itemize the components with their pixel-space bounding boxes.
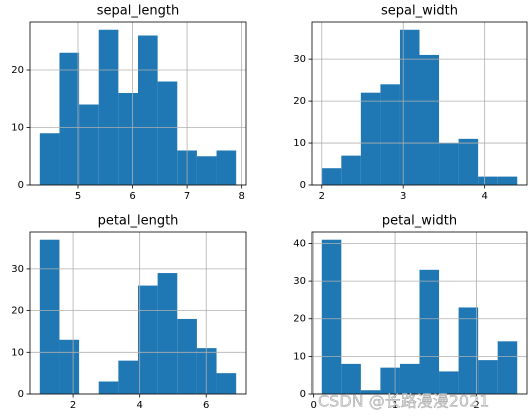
bar: [439, 371, 459, 394]
bar: [196, 348, 217, 394]
x-tick-label: 6: [129, 191, 135, 202]
bar: [458, 138, 479, 185]
bar: [478, 360, 498, 394]
bar: [216, 150, 237, 185]
axes-frame: [29, 231, 247, 395]
bar: [98, 29, 119, 186]
bar: [497, 176, 518, 185]
bar: [419, 54, 440, 185]
bar: [360, 390, 381, 394]
x-tick-label: 2: [473, 400, 479, 411]
bar: [118, 93, 138, 185]
x-tick-label: 2: [70, 400, 76, 411]
y-tick-label: 30: [293, 276, 306, 287]
axes-frame: [311, 231, 528, 395]
bar: [497, 341, 518, 394]
y-tick-label: 10: [293, 351, 306, 362]
bar: [59, 339, 80, 394]
axes-frame: [311, 21, 528, 186]
x-tick-label: 7: [184, 191, 190, 202]
bar: [439, 143, 459, 185]
bar: [321, 239, 342, 394]
x-tick-label: 1: [392, 400, 398, 411]
axes-frame: [29, 21, 247, 186]
bar: [380, 367, 400, 394]
bar: [59, 52, 80, 186]
y-tick-label: 30: [293, 54, 306, 65]
bar: [341, 363, 361, 394]
bar: [138, 35, 158, 186]
y-tick-label: 10: [11, 347, 24, 358]
bar: [399, 363, 420, 394]
y-tick-label: 30: [11, 264, 24, 275]
bar: [98, 381, 119, 394]
y-tick-label: 40: [293, 238, 306, 249]
bar: [177, 318, 197, 394]
x-tick-label: 8: [238, 191, 244, 202]
x-tick-label: 5: [75, 191, 81, 202]
bar: [118, 360, 138, 394]
bar: [341, 155, 361, 185]
bar: [196, 156, 217, 185]
y-tick-label: 0: [18, 389, 24, 400]
y-tick-label: 10: [293, 138, 306, 149]
y-tick-label: 20: [11, 306, 24, 317]
y-tick-label: 20: [293, 314, 306, 325]
bar: [321, 168, 342, 185]
bar: [360, 92, 381, 185]
x-tick-label: 6: [203, 400, 209, 411]
x-tick-label: 4: [481, 191, 487, 202]
watermark: CSDN @长路漫漫2021: [318, 392, 489, 411]
bar: [138, 285, 158, 394]
y-tick-label: 0: [300, 389, 306, 400]
subplot-title: sepal_length: [97, 4, 180, 19]
subplot-title: sepal_width: [381, 4, 458, 19]
x-tick-label: 3: [400, 191, 406, 202]
bar: [419, 269, 440, 394]
bar: [39, 133, 60, 185]
bar: [216, 373, 237, 394]
bar: [39, 239, 60, 394]
bar: [458, 307, 479, 394]
bar: [399, 29, 420, 186]
bar: [79, 104, 99, 185]
bar: [157, 81, 178, 185]
subplot-title: petal_length: [98, 214, 179, 229]
x-tick-label: 0: [310, 400, 316, 411]
x-tick-label: 4: [136, 400, 142, 411]
x-tick-label: 2: [319, 191, 325, 202]
y-tick-label: 20: [293, 96, 306, 107]
bar: [380, 84, 400, 185]
bar: [157, 273, 178, 394]
y-tick-label: 0: [300, 180, 306, 191]
y-tick-label: 0: [18, 180, 24, 191]
subplot-title: petal_width: [382, 214, 457, 229]
y-tick-label: 20: [11, 65, 24, 76]
y-tick-label: 10: [11, 123, 24, 134]
bar: [478, 176, 498, 185]
